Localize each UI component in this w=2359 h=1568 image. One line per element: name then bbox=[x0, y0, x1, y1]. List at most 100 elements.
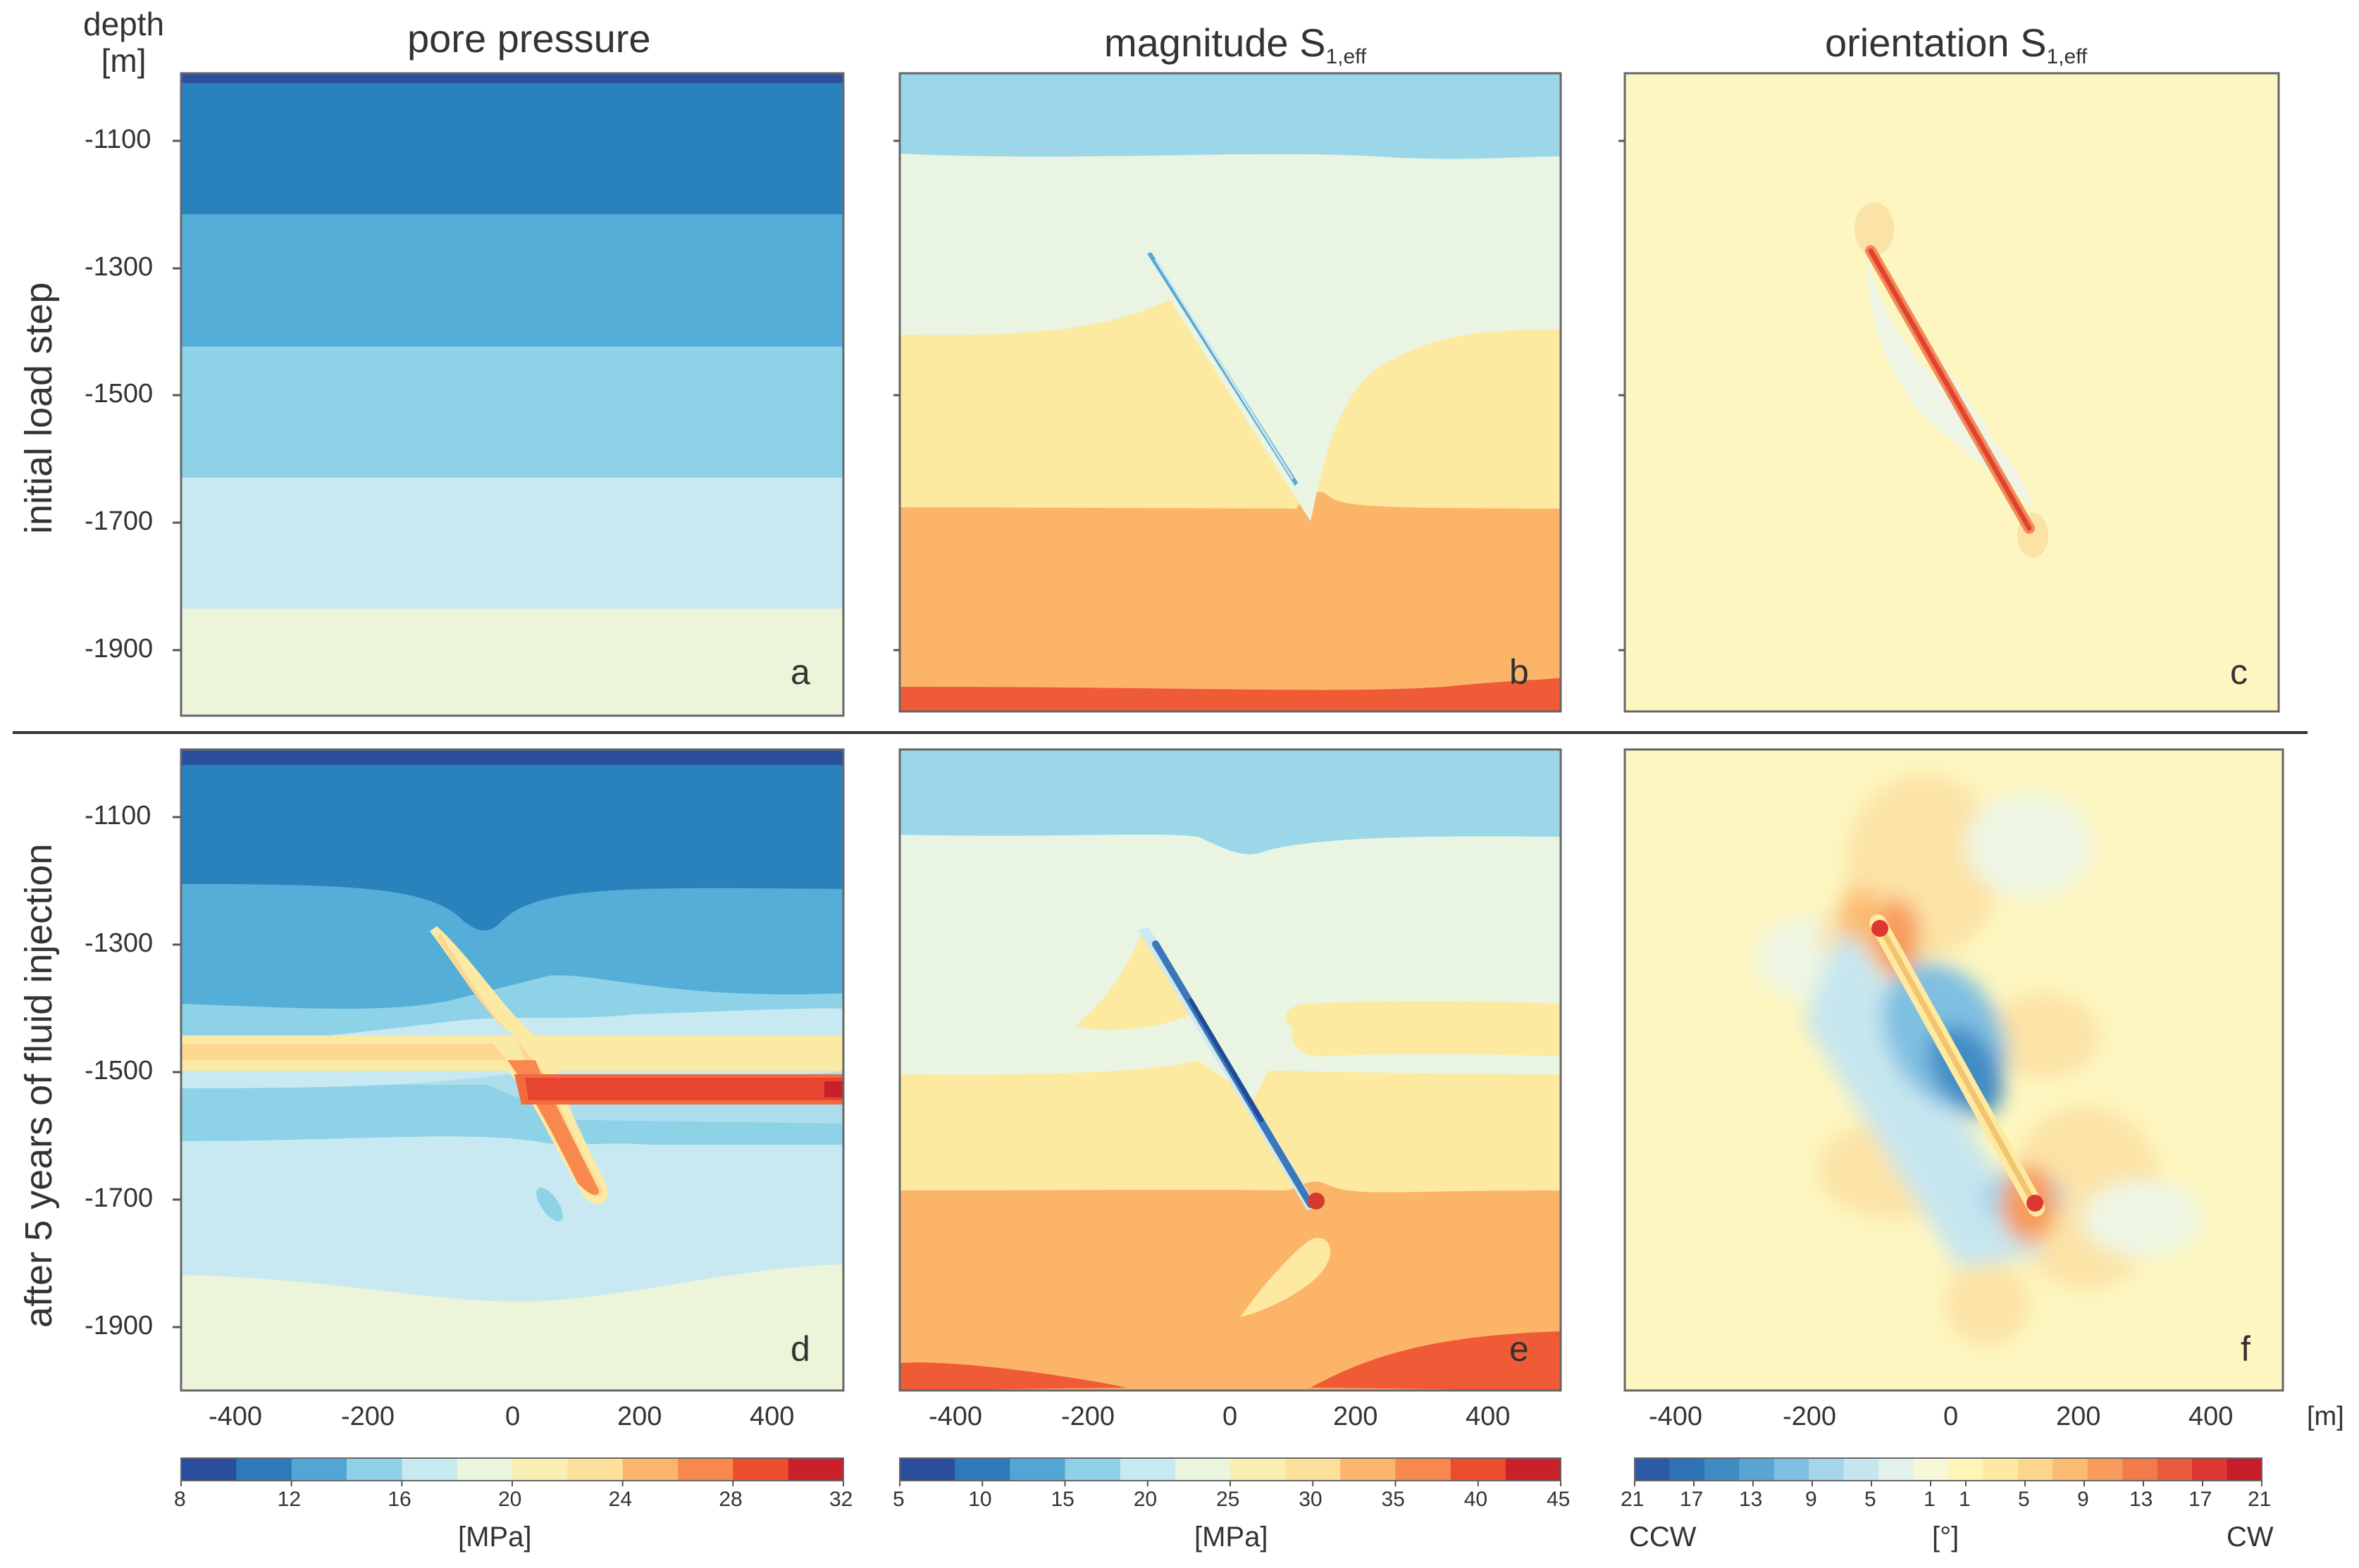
colorbar-3-swatch bbox=[1739, 1458, 1775, 1481]
colorbar-2-tick-label: 15 bbox=[1051, 1488, 1075, 1511]
colorbar-3-swatch bbox=[2192, 1458, 2228, 1481]
colorbar-3-swatch bbox=[2227, 1458, 2262, 1481]
y-tick: -1300 bbox=[85, 252, 154, 282]
panel-letter-b: b bbox=[1509, 652, 1529, 692]
colorbar-3-swatch bbox=[2087, 1458, 2123, 1481]
colorbar-1-tick-label: 12 bbox=[277, 1488, 302, 1511]
y-tick-marks bbox=[173, 139, 1625, 1329]
colorbar-2-tick-label: 40 bbox=[1463, 1488, 1488, 1511]
y-tick: -1700 bbox=[85, 506, 154, 536]
colorbar-3-swatch bbox=[2052, 1458, 2088, 1481]
colorbar-3-swatch bbox=[1878, 1458, 1914, 1481]
colorbar-1-swatch bbox=[347, 1458, 402, 1481]
colorbar-3-tick-label: 1 bbox=[1959, 1488, 1971, 1511]
panel-letter-e: e bbox=[1509, 1329, 1529, 1369]
colorbar-1-swatch bbox=[622, 1458, 679, 1481]
colorbar-3-swatch bbox=[1948, 1458, 1983, 1481]
colorbar-1-swatch bbox=[457, 1458, 513, 1481]
x-tick: 200 bbox=[617, 1402, 662, 1431]
colorbar-2-swatch bbox=[955, 1458, 1010, 1481]
colorbar-2-swatch bbox=[1285, 1458, 1341, 1481]
colorbar-3-swatch bbox=[1773, 1458, 1809, 1481]
colorbar-2-swatch bbox=[900, 1458, 955, 1481]
colorbar-1-tick-label: 16 bbox=[388, 1488, 411, 1511]
colorbar-2-swatch bbox=[1505, 1458, 1561, 1481]
colorbars bbox=[180, 1457, 2262, 1486]
colorbar-1-swatch bbox=[733, 1458, 789, 1481]
colorbar-2-tick-label: 20 bbox=[1133, 1488, 1158, 1511]
x-tick: -200 bbox=[1783, 1402, 1837, 1431]
x-tick: 200 bbox=[2056, 1402, 2101, 1431]
x-tick: -400 bbox=[209, 1402, 263, 1431]
colorbar-3-tick-label: 5 bbox=[2018, 1488, 2030, 1511]
colorbar-1-swatch bbox=[402, 1458, 458, 1481]
colorbar-3-swatch bbox=[1635, 1458, 1670, 1481]
colorbar-1-swatch bbox=[678, 1458, 733, 1481]
colorbar-3-tick-label: 5 bbox=[1864, 1488, 1876, 1511]
colorbar-2-tick-label: 45 bbox=[1547, 1488, 1571, 1511]
colorbar-2-tick-label: 5 bbox=[893, 1488, 905, 1511]
x-tick: -400 bbox=[1649, 1402, 1703, 1431]
colorbar-1-swatch bbox=[512, 1458, 568, 1481]
colorbar-3-swatch bbox=[1669, 1458, 1705, 1481]
colorbar-3-swatch bbox=[2017, 1458, 2053, 1481]
colorbar-2-tick-label: 30 bbox=[1299, 1488, 1323, 1511]
colorbar-2-swatch bbox=[1395, 1458, 1451, 1481]
colorbar-unit-orientation: [°] bbox=[1932, 1522, 1959, 1553]
panel-letter-f: f bbox=[2241, 1329, 2250, 1369]
colorbar-3-tick-label: 13 bbox=[2129, 1488, 2153, 1511]
colorbar-2-tick-label: 25 bbox=[1216, 1488, 1240, 1511]
colorbar-2-swatch bbox=[1120, 1458, 1176, 1481]
x-tick: 400 bbox=[2188, 1402, 2234, 1431]
colorbar-2-tick-label: 35 bbox=[1381, 1488, 1405, 1511]
colorbar-1-tick-label: 32 bbox=[829, 1488, 853, 1511]
colorbar-3-tick-label: 13 bbox=[1739, 1488, 1763, 1511]
colorbar-2-swatch bbox=[1065, 1458, 1121, 1481]
colorbar-3-frame bbox=[1634, 1457, 2262, 1481]
y-tick: -1900 bbox=[85, 634, 154, 664]
x-tick: 0 bbox=[1222, 1402, 1238, 1431]
colorbar-1-tick-label: 24 bbox=[608, 1488, 633, 1511]
colorbar-unit-magnitude: [MPa] bbox=[1194, 1522, 1268, 1553]
x-axis-unit: [m] bbox=[2307, 1402, 2344, 1431]
colorbar-1-swatch bbox=[567, 1458, 624, 1481]
colorbar-3-tick-label: 1 bbox=[1924, 1488, 1936, 1511]
x-tick: 400 bbox=[750, 1402, 795, 1431]
colorbar-3-tick-label: 17 bbox=[2188, 1488, 2212, 1511]
row-label-after-injection: after 5 years of fluid injection bbox=[18, 843, 60, 1328]
panel-letter-c: c bbox=[2230, 652, 2248, 692]
column-title-pore-pressure: pore pressure bbox=[407, 16, 651, 61]
column-title-magnitude: magnitude S1,eff bbox=[1104, 20, 1367, 68]
x-tick: 200 bbox=[1333, 1402, 1378, 1431]
colorbar-1-tick-label: 28 bbox=[719, 1488, 743, 1511]
y-tick: -1500 bbox=[85, 379, 154, 409]
y-tick: -1300 bbox=[85, 928, 154, 958]
y-tick: -1100 bbox=[85, 125, 151, 154]
x-tick: 400 bbox=[1466, 1402, 1511, 1431]
panel-d-pore-pressure-after bbox=[181, 749, 843, 1390]
colorbar-1-swatch bbox=[788, 1458, 844, 1481]
panel-e-magnitude-after bbox=[900, 749, 1561, 1390]
y-tick: -1500 bbox=[85, 1056, 154, 1085]
colorbar-3-swatch bbox=[1913, 1458, 1949, 1481]
depth-axis-label: depth [m] bbox=[83, 6, 165, 79]
colorbar-label-ccw: CCW bbox=[1629, 1522, 1697, 1553]
colorbar-1-tick-label: 20 bbox=[498, 1488, 522, 1511]
colorbar-2-tick-label: 10 bbox=[968, 1488, 992, 1511]
y-tick: -1700 bbox=[85, 1183, 154, 1213]
colorbar-3-swatch bbox=[1809, 1458, 1845, 1481]
colorbar-1-tick-label: 8 bbox=[174, 1488, 186, 1511]
colorbar-1-swatch bbox=[236, 1458, 292, 1481]
panel-letter-d: d bbox=[791, 1329, 810, 1369]
colorbar-3-swatch bbox=[1843, 1458, 1879, 1481]
colorbar-3-swatch bbox=[1704, 1458, 1740, 1481]
x-tick: -400 bbox=[929, 1402, 983, 1431]
colorbar-2-swatch bbox=[1230, 1458, 1286, 1481]
colorbar-2-swatch bbox=[1340, 1458, 1396, 1481]
colorbar-3-tick-label: 21 bbox=[2248, 1488, 2272, 1511]
y-tick: -1100 bbox=[85, 801, 151, 830]
colorbar-3-tick-label: 17 bbox=[1680, 1488, 1704, 1511]
column-title-orientation: orientation S1,eff bbox=[1825, 20, 2088, 68]
colorbar-2-swatch bbox=[1450, 1458, 1506, 1481]
colorbar-1-swatch bbox=[291, 1458, 347, 1481]
